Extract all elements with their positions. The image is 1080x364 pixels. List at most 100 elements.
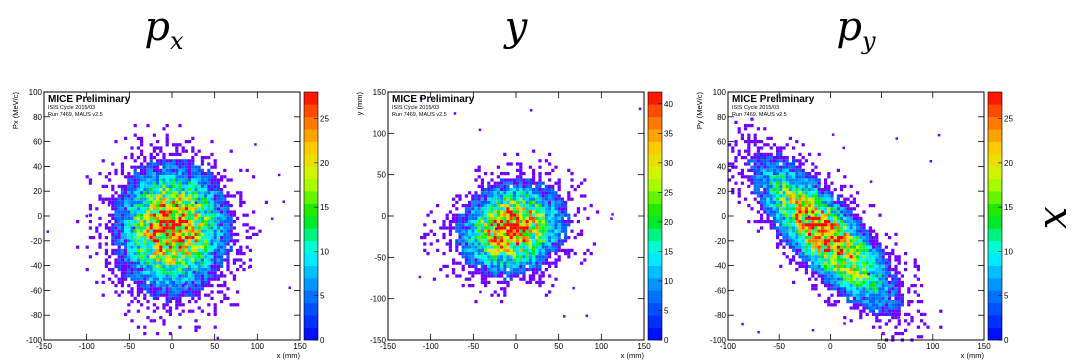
heatmap-cell [888,280,892,284]
heatmap-cell [811,284,815,288]
heatmap-cell [487,184,491,188]
heatmap-cell [512,245,516,249]
heatmap-cell [776,178,780,182]
heatmap-cell [184,204,188,208]
heatmap-cell [165,223,169,227]
heatmap-cell [226,236,230,240]
heatmap-cell [544,207,548,211]
heatmap-cell [165,274,169,278]
heatmap-cell [500,188,504,192]
heatmap-cell [846,229,850,233]
heatmap-cell [900,300,904,304]
heatmap-cell [904,328,908,332]
heatmap-cell [541,216,545,220]
heatmap-cell [165,207,169,211]
heatmap-cell [535,188,539,192]
heatmap-cell [127,229,131,233]
colorbar-segment [988,154,1002,167]
colorbar-segment [648,141,662,155]
heatmap-cell [522,252,526,256]
heatmap-cell [496,165,500,169]
heatmap-cell [152,319,156,323]
heatmap-cell [862,261,866,265]
heatmap-cell [104,175,108,179]
heatmap-cell [827,280,831,284]
heatmap-cell [532,181,536,185]
heatmap-cell [541,236,545,240]
heatmap-cell [500,220,504,224]
heatmap-cell [458,236,462,240]
heatmap-cell [769,223,773,227]
heatmap-cell [168,200,172,204]
heatmap-cell [149,287,153,291]
heatmap-cell [817,213,821,217]
heatmap-cell [493,229,497,233]
heatmap-cell [242,200,246,204]
heatmap-cell [181,248,185,252]
heatmap-cell [130,229,134,233]
heatmap-cell [175,261,179,265]
heatmap-cell [168,220,172,224]
heatmap-cell [213,162,217,166]
heatmap-cell [229,226,233,230]
heatmap-cell [143,261,147,265]
heatmap-cell [162,181,166,185]
heatmap-cell [872,293,876,297]
heatmap-cell [127,175,131,179]
heatmap-cell [528,274,532,278]
heatmap-cell [875,261,879,265]
heatmap-cell [554,197,558,201]
heatmap-cell [744,156,748,160]
heatmap-cell [814,210,818,214]
heatmap-cell [551,197,555,201]
heatmap-cell [194,207,198,211]
heatmap-cell [175,204,179,208]
heatmap-cell [503,268,507,272]
heatmap-cell [808,232,812,236]
heatmap-cell [740,133,744,137]
heatmap-cell [159,172,163,176]
heatmap-cell [820,239,824,243]
heatmap-cell [868,303,872,307]
x-tick-label: 0 [828,342,833,351]
heatmap-cell [840,293,844,297]
heatmap-cell [149,213,153,217]
heatmap-cell [191,261,195,265]
heatmap-cell [503,271,507,275]
heatmap-cell [178,264,182,268]
heatmap-cell [194,293,198,297]
heatmap-cell [152,258,156,262]
heatmap-cell [808,223,812,227]
heatmap-cell [146,245,150,249]
heatmap-cell [785,210,789,214]
heatmap-cell [181,293,185,297]
heatmap-cell [910,284,914,288]
heatmap-cell [788,165,792,169]
heatmap-cell [175,188,179,192]
heatmap-cell [788,136,792,140]
heatmap-cell [516,258,520,262]
heatmap-cell [162,127,166,131]
heatmap-cell [795,194,799,198]
heatmap-cell [811,264,815,268]
heatmap-cell [207,242,211,246]
heatmap-cell [827,188,831,192]
heatmap-cell [168,245,172,249]
heatmap-cell [178,245,182,249]
heatmap-cell [98,172,102,176]
heatmap-cell [907,312,911,316]
heatmap-cell [168,191,172,195]
heatmap-cell [522,229,526,233]
heatmap-cell [152,293,156,297]
heatmap-cell [143,252,147,256]
heatmap-cell [808,197,812,201]
heatmap-cell [178,277,182,281]
heatmap-cell [461,232,465,236]
x-tick-label: 100 [926,342,940,351]
heatmap-cell [522,223,526,227]
heatmap-cell [156,184,160,188]
heatmap-cell [496,213,500,217]
heatmap-cell [833,264,837,268]
heatmap-cell [143,274,147,278]
heatmap-cell [493,271,497,275]
